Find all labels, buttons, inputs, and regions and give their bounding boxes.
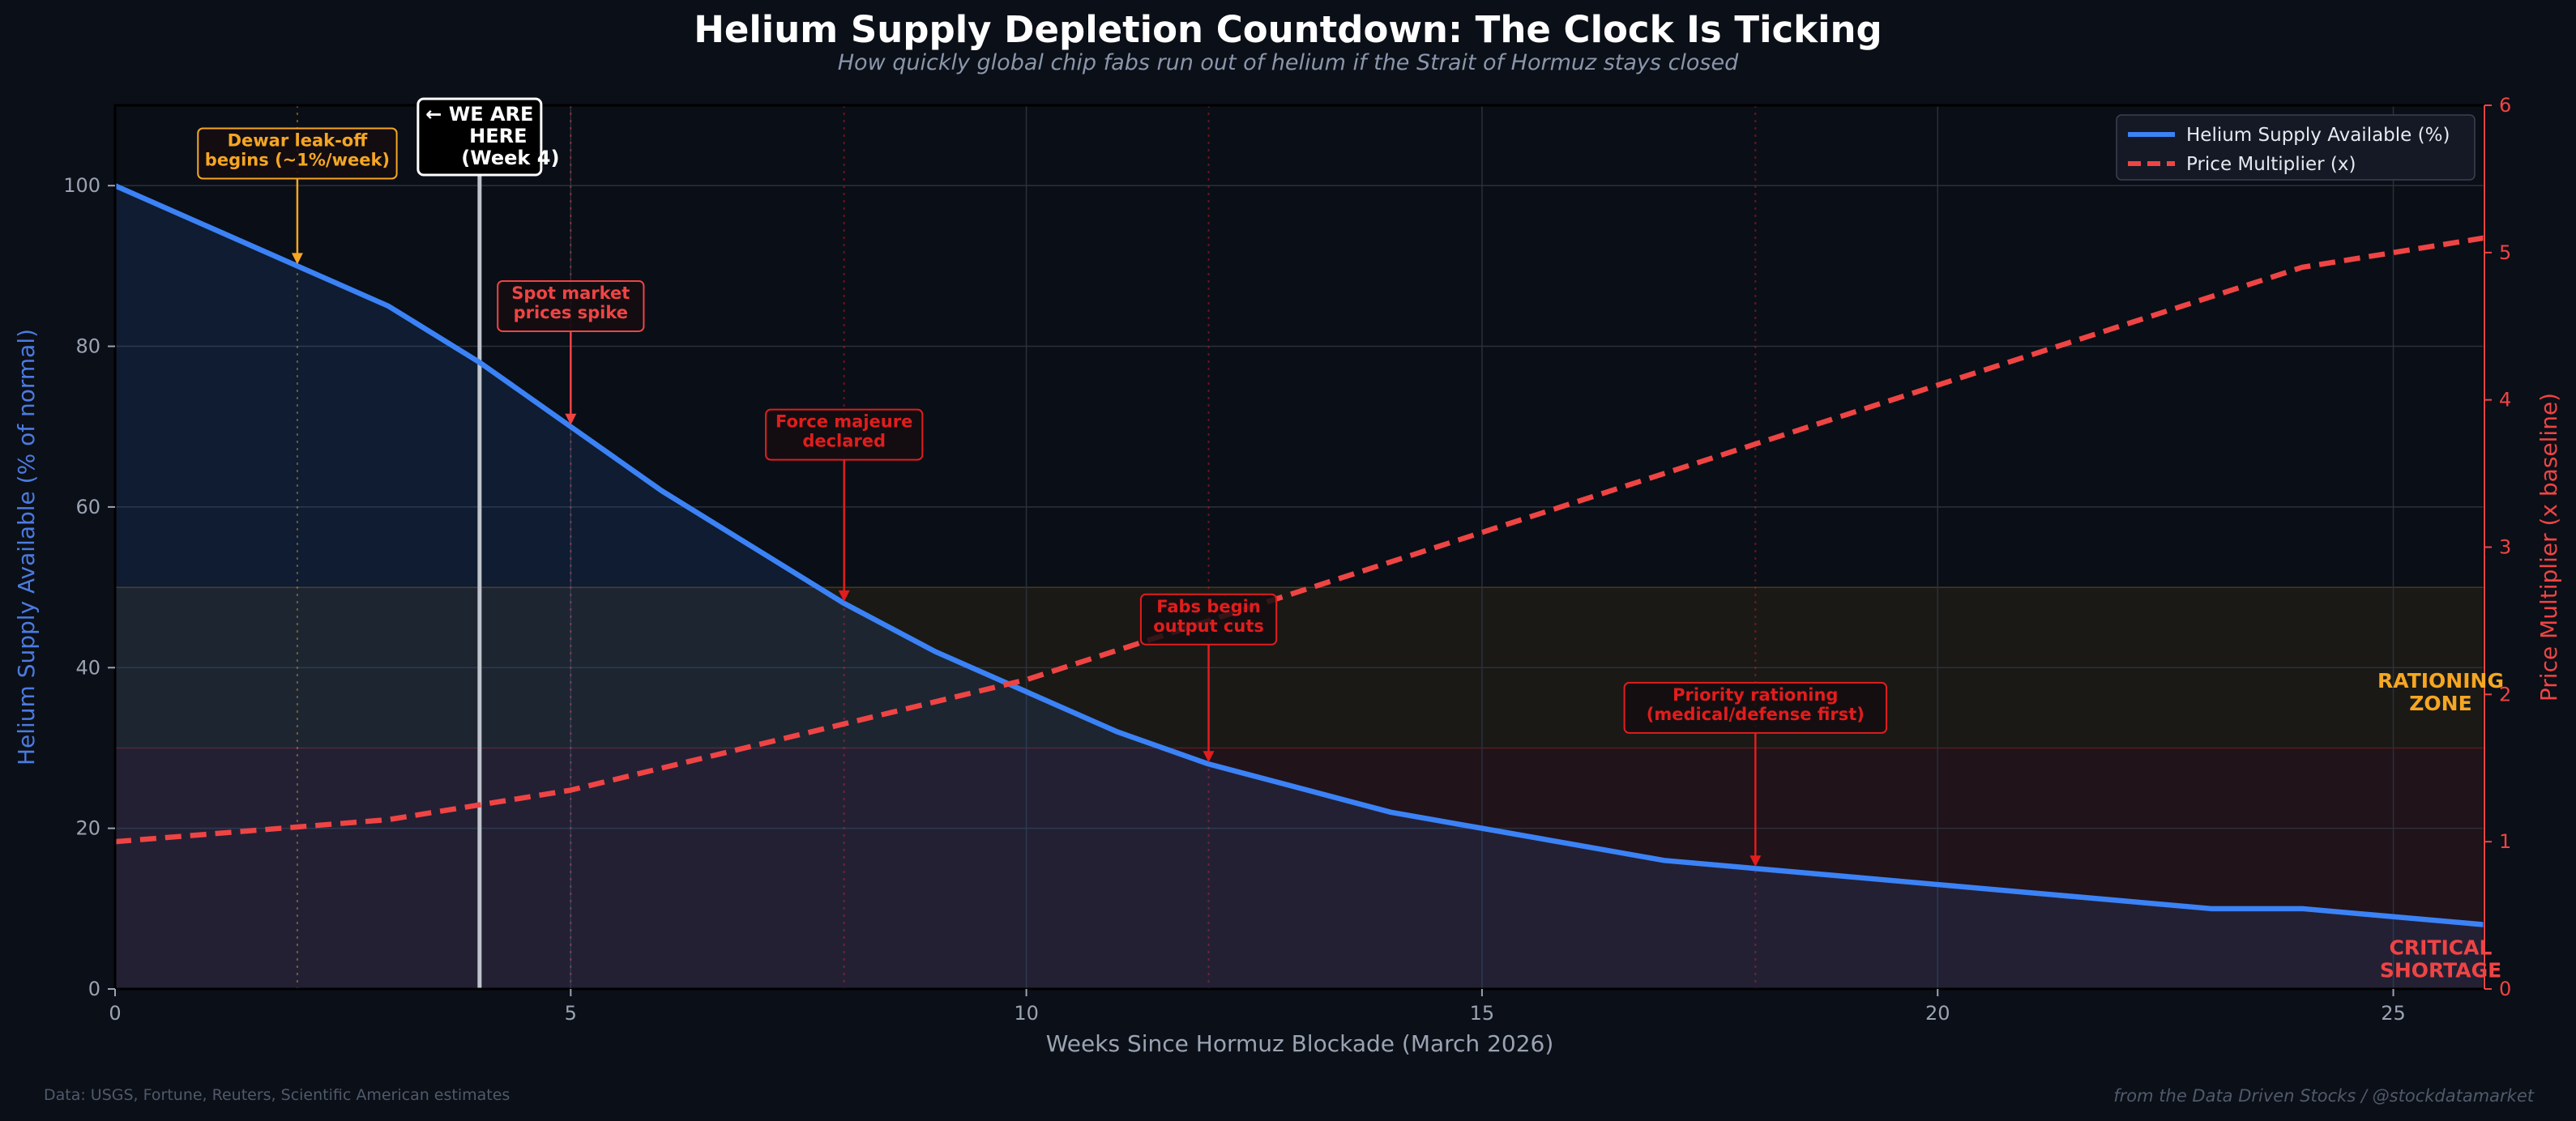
y-left-tick-label: 0 (88, 978, 100, 1000)
legend-label: Price Multiplier (x) (2186, 154, 2356, 175)
chart-subtitle: How quickly global chip fabs run out of … (837, 50, 1739, 75)
zone-label-line: ZONE (2409, 692, 2471, 715)
annotation-label: Fabs begin (1156, 597, 1261, 616)
annotation-label: declared (802, 432, 886, 451)
annotation-label: Spot market (511, 283, 630, 303)
annotation-arrow-head (838, 590, 850, 602)
now-marker-label: HERE (469, 125, 527, 147)
legend-box (2116, 114, 2476, 181)
annotation-label: Priority rationing (1672, 685, 1838, 705)
x-tick-label: 5 (565, 1002, 577, 1025)
x-axis-label: Weeks Since Hormuz Blockade (March 2026) (1046, 1030, 1554, 1057)
y-left-tick-label: 20 (75, 817, 100, 840)
x-tick-label: 15 (1470, 1002, 1495, 1025)
y-left-tick-label: 100 (63, 174, 100, 197)
annotation-label: Force majeure (775, 412, 912, 432)
annotation-arrow-head (291, 253, 303, 265)
chart-title: Helium Supply Depletion Countdown: The C… (694, 8, 1882, 51)
annotation-box (197, 127, 398, 180)
data-source-note: Data: USGS, Fortune, Reuters, Scientific… (44, 1086, 511, 1104)
plot-background (115, 105, 2484, 989)
y-left-tick-label: 60 (75, 496, 100, 518)
y-left-tick-label: 80 (75, 335, 100, 358)
y-right-tick-label: 3 (2499, 536, 2511, 559)
y-right-tick-label: 6 (2499, 94, 2511, 117)
now-marker-label: ← WE ARE (425, 103, 533, 126)
legend-label: Helium Supply Available (%) (2186, 125, 2450, 146)
now-marker-label: (Week 4) (461, 147, 559, 169)
y-right-tick-label: 2 (2499, 683, 2511, 705)
annotation-box (1623, 681, 1888, 734)
annotation-arrow-head (1203, 751, 1215, 763)
annotation-label: (medical/defense first) (1647, 705, 1865, 724)
price-multiplier-line (115, 235, 2484, 845)
y-right-tick-label: 1 (2499, 830, 2511, 853)
annotation-label: prices spike (514, 303, 628, 322)
zone-label-line: RATIONING (2377, 669, 2504, 693)
annotation-arrow-head (1749, 855, 1762, 867)
y-right-tick-label: 4 (2499, 389, 2511, 411)
y-left-tick-label: 40 (75, 656, 100, 679)
zone-label-line: CRITICAL (2390, 936, 2493, 959)
x-tick-label: 25 (2381, 1002, 2406, 1025)
x-tick-label: 0 (109, 1002, 121, 1025)
annotation-arrow-head (565, 413, 577, 425)
credit-note: from the Data Driven Stocks / @stockdata… (2113, 1086, 2534, 1106)
y-right-axis-label: Price Multiplier (x baseline) (2535, 393, 2562, 701)
annotation-box (497, 279, 645, 332)
annotation-label: output cuts (1153, 616, 1264, 636)
annotation-box (1139, 593, 1278, 646)
y-left-axis-label: Helium Supply Available (% of normal) (13, 329, 40, 765)
annotation-box (765, 408, 924, 461)
x-tick-label: 20 (1925, 1002, 1950, 1025)
zone-label: RATIONING ZONE (2377, 669, 2504, 715)
zone-label: CRITICAL SHORTAGE (2380, 936, 2501, 982)
supply-line (115, 182, 2484, 927)
y-right-tick-label: 0 (2499, 978, 2511, 1000)
supply-area-fill (115, 185, 2484, 989)
zone-label-line: SHORTAGE (2380, 958, 2501, 982)
annotation-label: Dewar leak-off (228, 131, 369, 151)
y-right-tick-label: 5 (2499, 241, 2511, 264)
x-tick-label: 10 (1014, 1002, 1039, 1025)
annotation-label: begins (~1%/week) (205, 151, 390, 170)
now-marker-box (417, 97, 543, 177)
